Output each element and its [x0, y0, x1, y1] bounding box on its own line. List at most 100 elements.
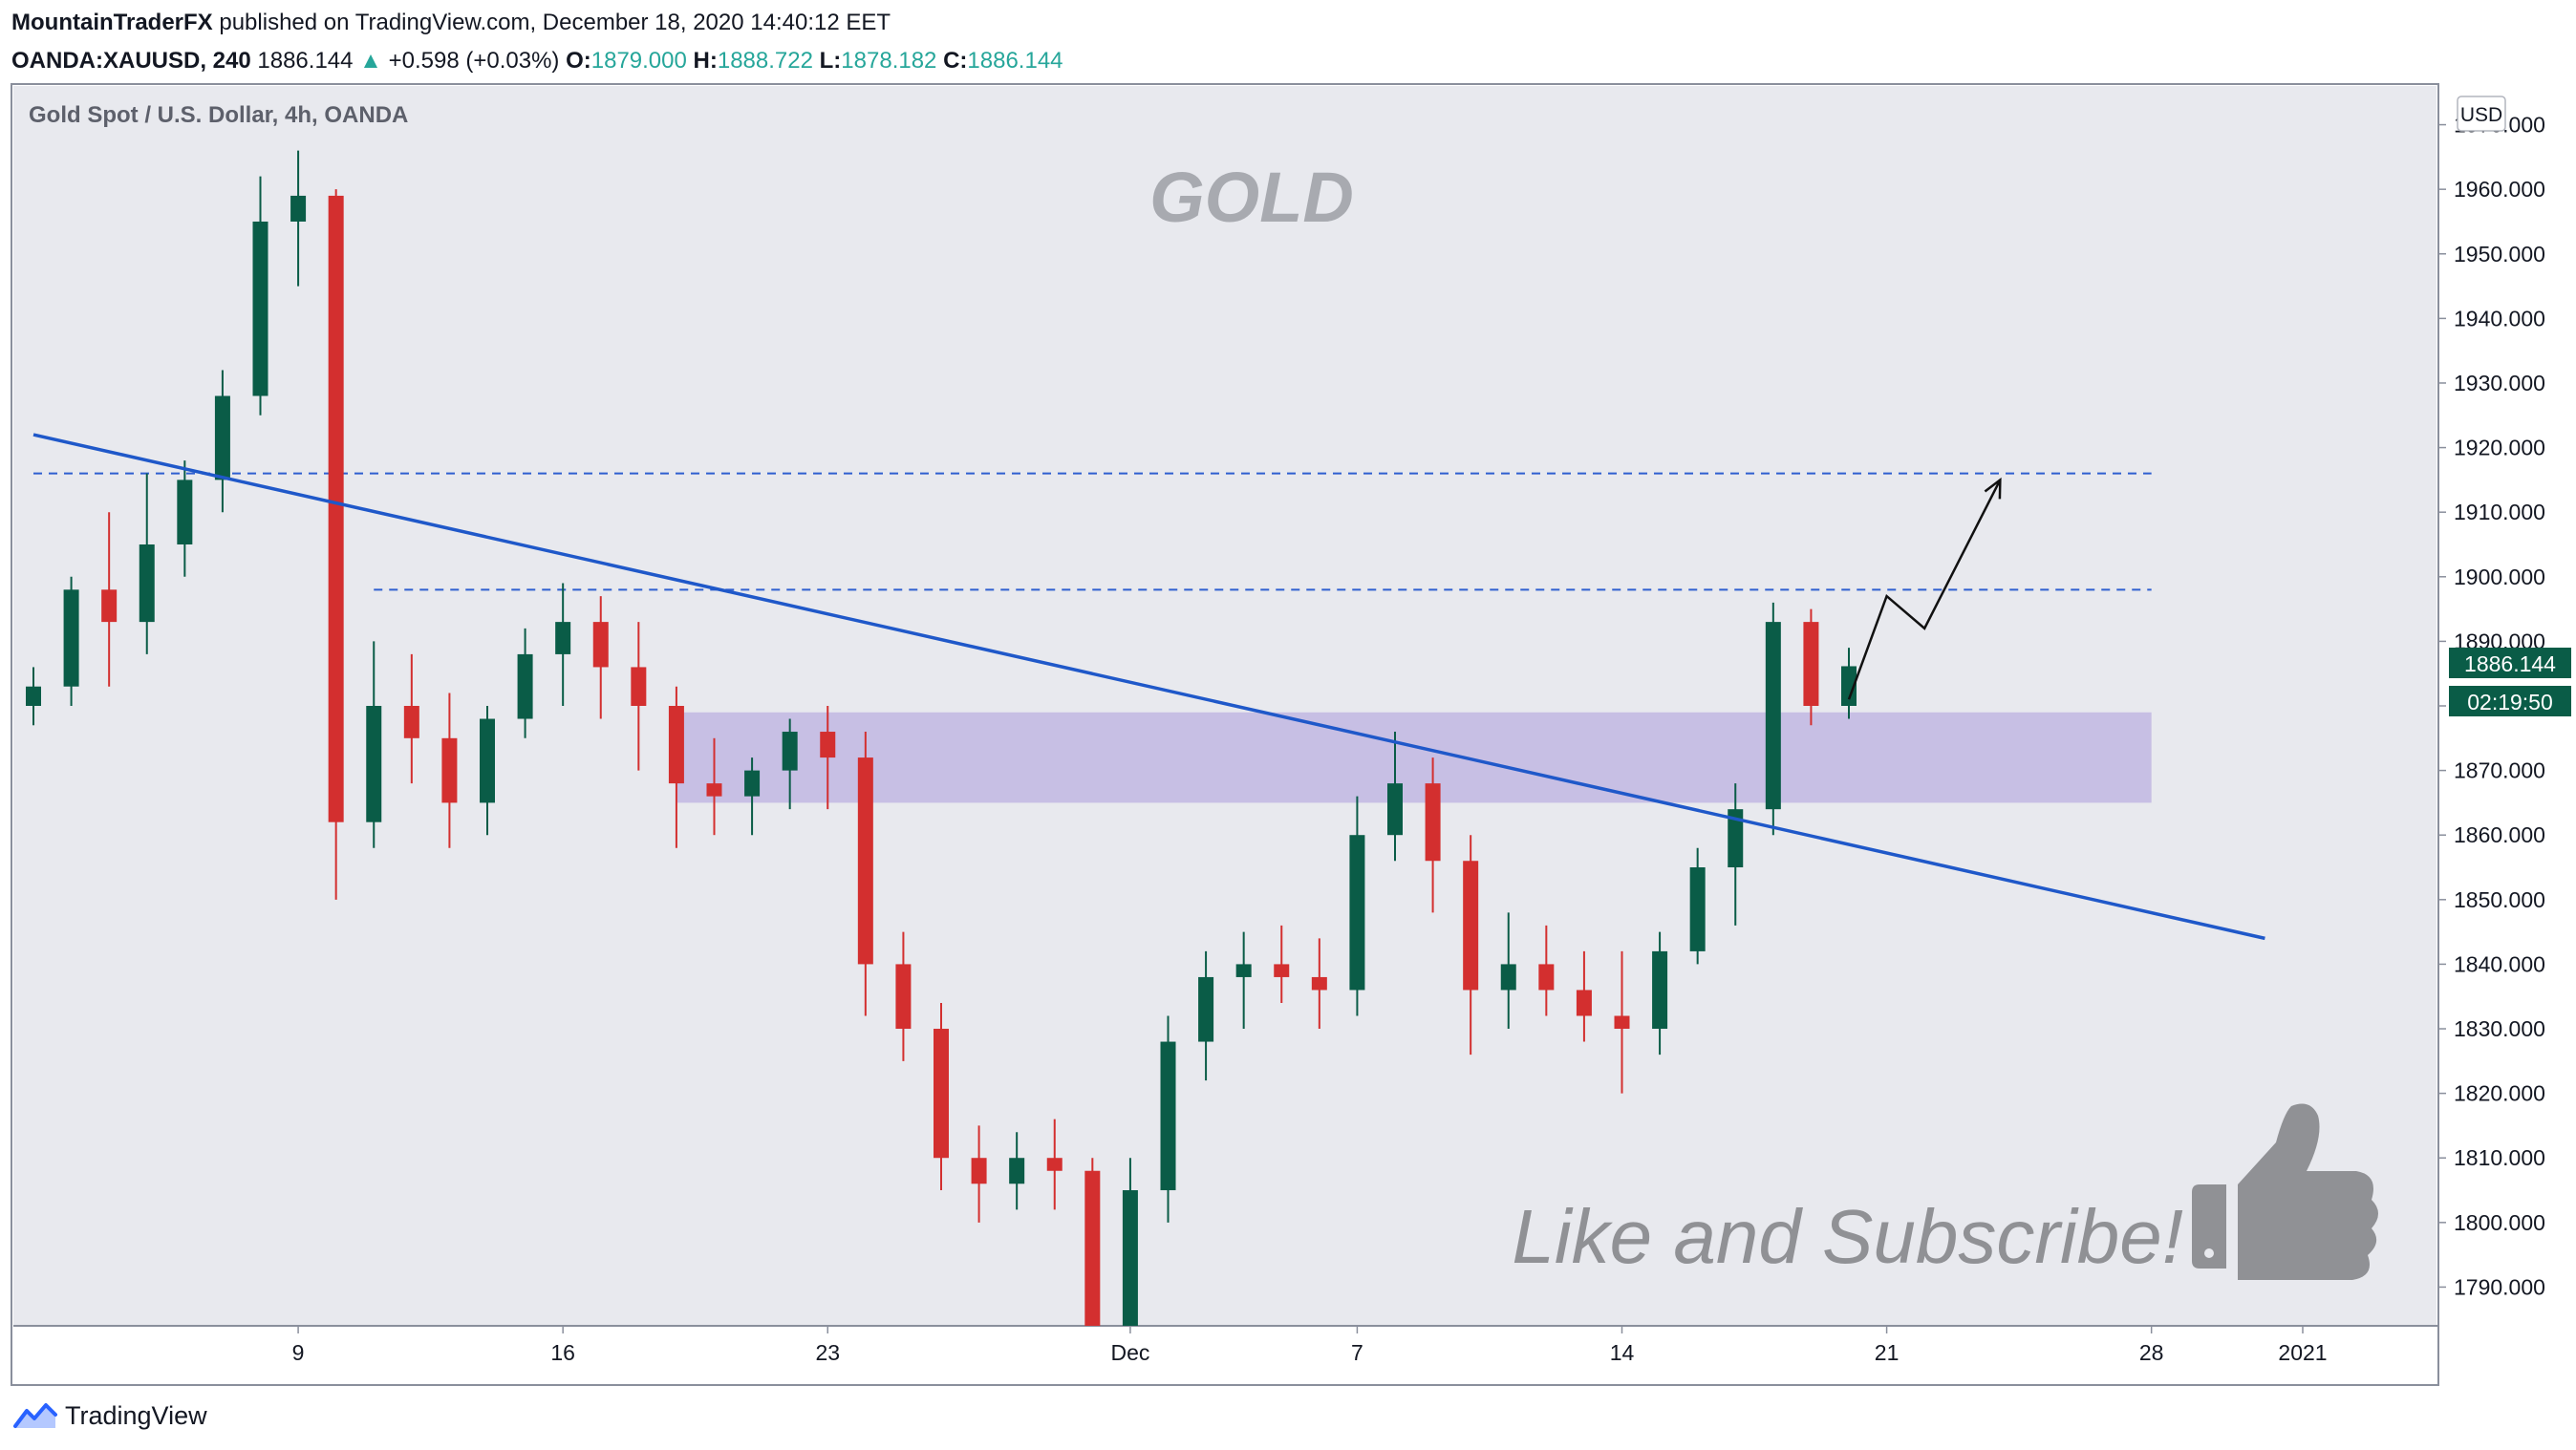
candle — [214, 370, 230, 513]
candle — [1689, 847, 1706, 965]
candle — [1500, 912, 1516, 1030]
x-tick-label: 28 — [2139, 1340, 2164, 1365]
last-price-text: 1886.144 — [257, 48, 354, 74]
candle-body — [1803, 622, 1819, 706]
candle — [101, 512, 118, 687]
candle-body — [63, 589, 79, 687]
candle-body — [1160, 1041, 1176, 1191]
projection-path — [1847, 479, 2002, 700]
candle — [328, 189, 344, 900]
up-triangle-icon: ▲ — [359, 48, 382, 74]
close-label: C: — [943, 48, 968, 74]
candle — [1765, 602, 1781, 836]
candle — [1198, 950, 1214, 1081]
candle-body — [441, 737, 458, 803]
y-tick-label: 1960.000 — [2454, 177, 2545, 202]
candle-body — [1122, 1190, 1138, 1326]
candle-body — [706, 783, 722, 797]
candle — [857, 732, 873, 1016]
x-tick-label: 14 — [1610, 1340, 1635, 1365]
y-tick-label: 1910.000 — [2454, 500, 2545, 524]
close-value: 1886.144 — [967, 48, 1063, 74]
candle-body — [290, 195, 307, 222]
tradingview-logo-icon[interactable] — [13, 1401, 57, 1430]
open-value: 1879.000 — [590, 48, 687, 74]
candle — [895, 931, 912, 1061]
high-label: H: — [693, 48, 718, 74]
candle-body — [1728, 809, 1744, 868]
candle-body — [366, 706, 382, 822]
high-value: 1888.722 — [717, 48, 813, 74]
candle-body — [1538, 964, 1555, 991]
candle-body — [403, 706, 419, 738]
publisher-line: MountainTraderFX published on TradingVie… — [11, 4, 2553, 42]
currency-badge[interactable] — [2457, 96, 2506, 132]
candle-body — [517, 653, 533, 719]
y-tick-label: 1790.000 — [2454, 1274, 2545, 1299]
candle-body — [1614, 1015, 1630, 1030]
candle — [517, 628, 533, 738]
y-tick-label: 1840.000 — [2454, 951, 2545, 976]
y-tick-label: 1820.000 — [2454, 1081, 2545, 1106]
candle — [177, 460, 193, 577]
candle — [934, 1002, 949, 1191]
publisher-name[interactable]: MountainTraderFX — [11, 10, 213, 35]
like-subscribe-text: Like and Subscribe! — [1512, 1194, 2183, 1279]
candle-body — [26, 686, 41, 706]
candle — [1349, 796, 1365, 1016]
y-tick-label: 1900.000 — [2454, 565, 2545, 589]
footer: TradingView — [13, 1397, 207, 1435]
last-price-label: 1886.144 — [2464, 651, 2556, 676]
candle — [555, 583, 571, 706]
x-tick-label: 21 — [1875, 1340, 1900, 1365]
candle-body — [1387, 783, 1403, 836]
currency-label: USD — [2460, 104, 2502, 126]
y-tick-label: 1940.000 — [2454, 306, 2545, 331]
chart-header: MountainTraderFX published on TradingVie… — [11, 4, 2553, 80]
candle-body — [1576, 990, 1592, 1016]
candle — [139, 473, 155, 654]
low-label: L: — [819, 48, 842, 74]
candle — [1311, 938, 1327, 1030]
candle-body — [820, 732, 836, 758]
y-tick-label: 1860.000 — [2454, 822, 2545, 847]
countdown-label: 02:19:50 — [2467, 690, 2553, 714]
candle-body — [1009, 1158, 1025, 1184]
candle — [668, 686, 684, 848]
x-tick-label: 16 — [550, 1340, 575, 1365]
candle — [820, 706, 836, 810]
y-tick-label: 1920.000 — [2454, 436, 2545, 460]
symbol-text: OANDA:XAUUSD, 240 — [11, 48, 251, 74]
candle — [1576, 950, 1592, 1042]
projection-arrowhead — [1984, 477, 2002, 500]
candle — [1084, 1158, 1101, 1326]
candle-body — [1311, 976, 1327, 991]
candle — [744, 757, 761, 836]
countdown-tag — [2449, 686, 2571, 716]
last-price-tag — [2449, 648, 2571, 678]
symbol-line: OANDA:XAUUSD, 240 1886.144 ▲ +0.598 (+0.… — [11, 42, 2553, 80]
y-tick-label: 1930.000 — [2454, 371, 2545, 395]
candle-body — [895, 964, 912, 1030]
candle-body — [971, 1158, 987, 1184]
candle — [1122, 1158, 1138, 1326]
candle-body — [328, 195, 344, 822]
candle — [1009, 1132, 1025, 1210]
published-text: published on TradingView.com, December 1… — [219, 10, 891, 35]
candle — [63, 576, 79, 706]
descending-trendline — [32, 433, 2265, 941]
candle — [1425, 757, 1441, 913]
candle-body — [1349, 835, 1365, 991]
candle-body — [214, 395, 230, 480]
x-tick-label: 9 — [292, 1340, 305, 1365]
candle — [1160, 1015, 1176, 1223]
tradingview-brand[interactable]: TradingView — [65, 1400, 207, 1430]
candle — [1803, 608, 1819, 726]
candle-body — [1235, 964, 1252, 977]
candle-body — [1084, 1170, 1101, 1326]
candle — [1463, 835, 1479, 1056]
candle-body — [1841, 666, 1857, 706]
candle-body — [857, 757, 873, 965]
candle — [480, 706, 495, 836]
